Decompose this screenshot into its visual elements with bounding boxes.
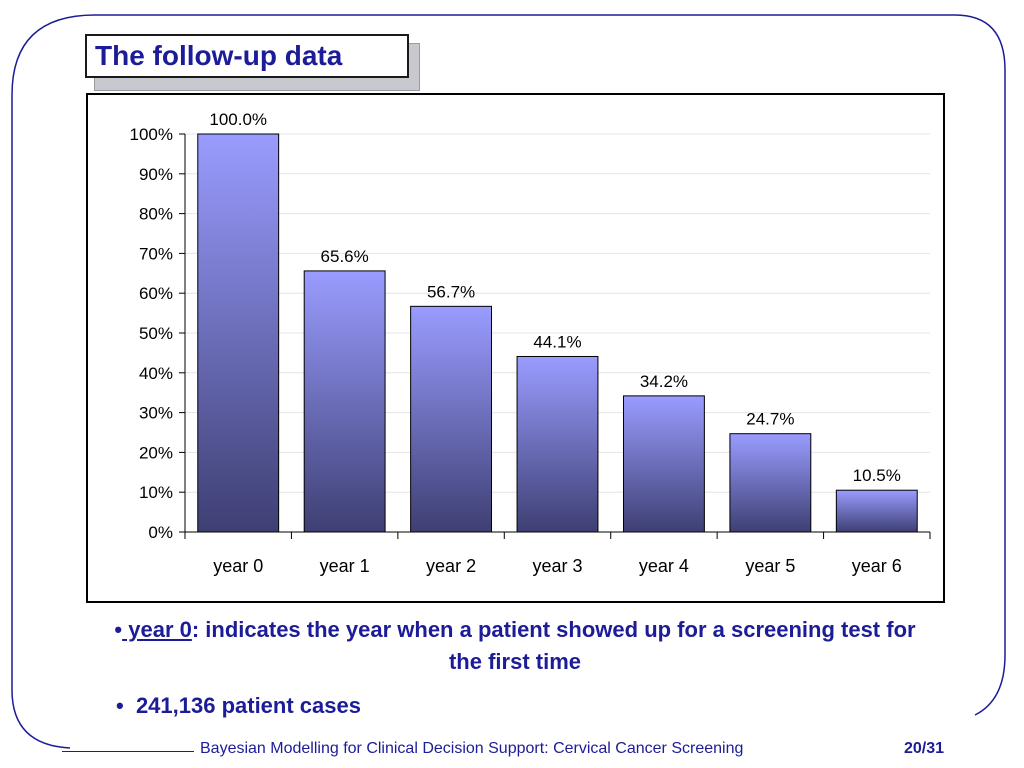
data-label: 100.0% — [209, 110, 267, 129]
x-tick-label: year 0 — [213, 556, 263, 576]
slide-title: The follow-up data — [85, 34, 409, 78]
bullet-text: : indicates the year when a patient show… — [191, 617, 916, 674]
data-label: 56.7% — [427, 282, 475, 301]
y-tick-label: 90% — [139, 165, 173, 184]
bullet-patient-cases: • 241,136 patient cases — [100, 690, 930, 722]
data-label: 65.6% — [321, 247, 369, 266]
x-tick-label: year 2 — [426, 556, 476, 576]
x-tick-label: year 1 — [320, 556, 370, 576]
footer-title: Bayesian Modelling for Clinical Decision… — [200, 740, 744, 757]
y-tick-label: 20% — [139, 443, 173, 462]
y-tick-label: 0% — [148, 523, 173, 542]
y-tick-label: 50% — [139, 324, 173, 343]
y-tick-label: 80% — [139, 205, 173, 224]
bullet-marker: • — [114, 617, 123, 642]
bullet-year0: • year 0: indicates the year when a pati… — [100, 614, 930, 678]
y-tick-label: 30% — [139, 404, 173, 423]
x-tick-label: year 4 — [639, 556, 689, 576]
labels: 0% 10% 20% 30% 40% 50% 60% 70% 80% 90% 100% 100.0% y… — [130, 110, 902, 576]
x-tick-label: year 5 — [745, 556, 795, 576]
y-tick-label: 60% — [139, 284, 173, 303]
page-number: 20/31 — [904, 740, 945, 757]
y-tick-label: 70% — [139, 244, 173, 263]
bar-chart: 0% 10% 20% 30% 40% 50% 60% 70% 80% 90% 100% 100.0% y… — [130, 110, 931, 576]
footer: Bayesian Modelling for Clinical Decision… — [0, 740, 1024, 764]
x-tick-label: year 3 — [532, 556, 582, 576]
bar — [835, 489, 918, 533]
data-label: 24.7% — [746, 410, 794, 429]
bars — [197, 133, 918, 533]
data-label: 10.5% — [853, 466, 901, 485]
frame-left-arc — [11, 14, 96, 749]
bar — [622, 395, 705, 533]
bullet-text: 241,136 patient cases — [135, 693, 361, 718]
footer-rule — [62, 751, 194, 752]
y-tick-label: 100% — [130, 125, 173, 144]
bullet-term: year 0 — [122, 617, 192, 642]
x-tick-label: year 6 — [852, 556, 902, 576]
bar — [729, 433, 812, 533]
bar — [516, 355, 599, 533]
bar — [303, 270, 386, 533]
bar — [410, 305, 493, 533]
chart-panel: 0% 10% 20% 30% 40% 50% 60% 70% 80% 90% 100% 100.0% y… — [86, 93, 945, 603]
y-tick-label: 40% — [139, 364, 173, 383]
y-tick-label: 10% — [139, 483, 173, 502]
axes — [179, 133, 931, 539]
bullet-list: • year 0: indicates the year when a pati… — [100, 614, 930, 722]
data-label: 34.2% — [640, 372, 688, 391]
frame-right-arc — [95, 14, 1006, 716]
bullet-marker: • — [116, 693, 124, 718]
bar — [197, 133, 280, 533]
data-label: 44.1% — [533, 332, 581, 351]
